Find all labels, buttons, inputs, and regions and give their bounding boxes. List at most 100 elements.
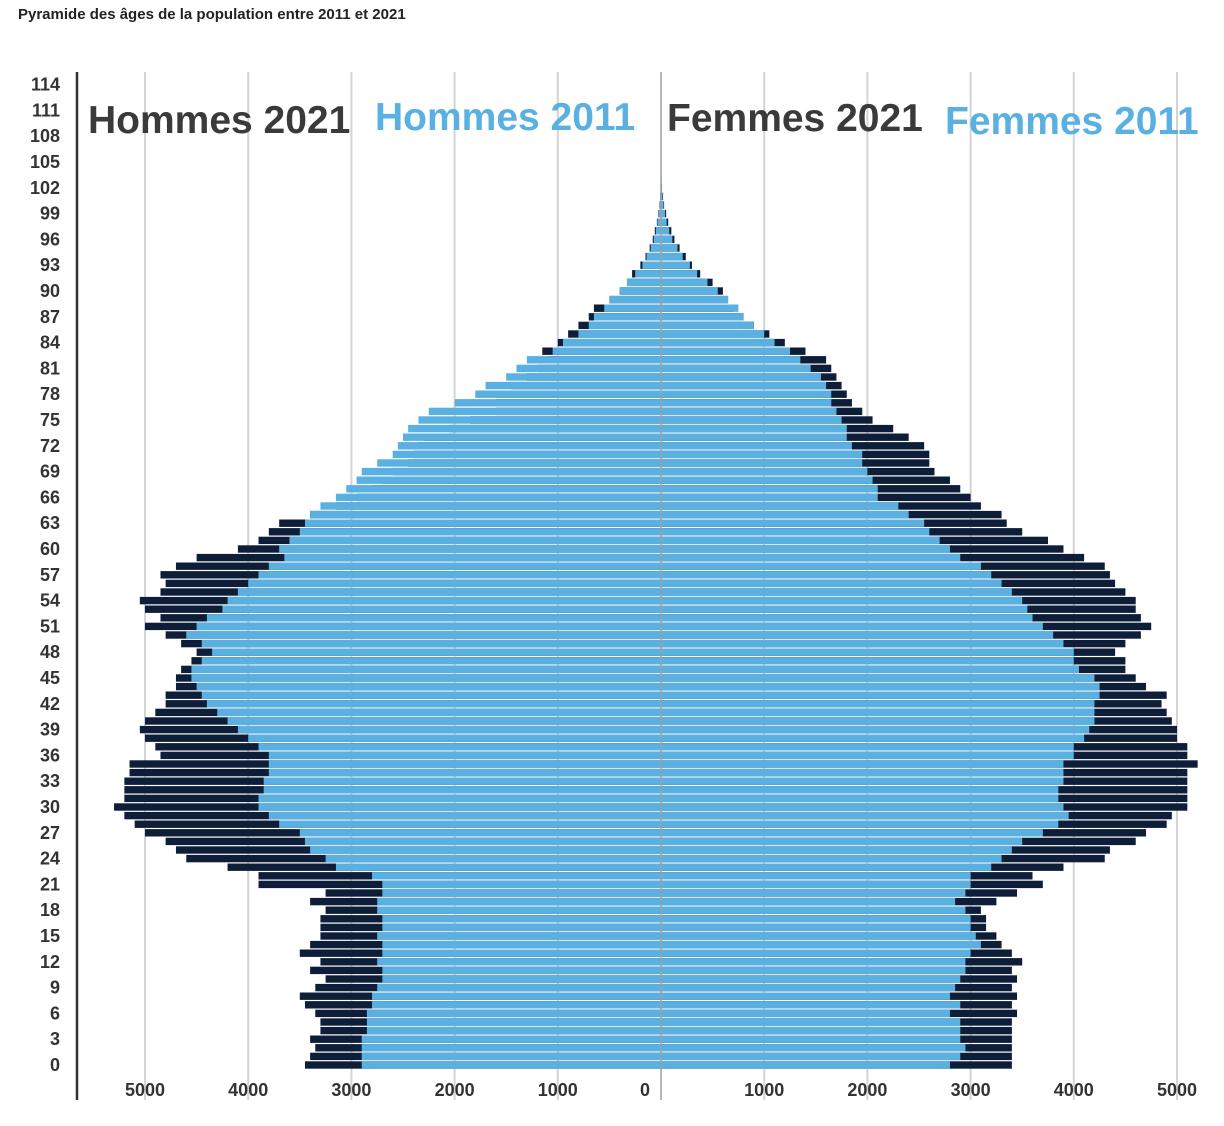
bar-hommes-2011 <box>626 278 661 287</box>
bar-hommes-2011 <box>335 493 661 502</box>
bar-femmes-2011 <box>661 596 1023 605</box>
bar-femmes-2011 <box>661 1009 950 1018</box>
bar-femmes-2011 <box>661 459 863 467</box>
bar-hommes-2011 <box>377 897 661 906</box>
bar-hommes-2011 <box>382 966 661 975</box>
bar-hommes-2011 <box>593 313 661 321</box>
bar-hommes-2011 <box>403 433 661 441</box>
bar-hommes-2011 <box>397 442 661 450</box>
bar-femmes-2011 <box>661 786 1059 794</box>
bar-hommes-2011 <box>382 940 661 949</box>
bar-hommes-2011 <box>650 244 661 252</box>
bar-femmes-2011 <box>661 1001 961 1009</box>
bar-hommes-2011 <box>526 356 661 364</box>
bar-femmes-2011 <box>661 1018 961 1026</box>
bar-hommes-2011 <box>227 717 661 725</box>
bar-femmes-2011 <box>661 949 971 957</box>
bar-hommes-2011 <box>372 992 661 1000</box>
bar-femmes-2011 <box>661 536 940 545</box>
y-tick-label: 87 <box>40 307 60 327</box>
bar-femmes-2011 <box>661 614 1033 622</box>
y-tick-label: 78 <box>40 384 60 404</box>
bar-femmes-2011 <box>661 381 827 390</box>
bar-hommes-2011 <box>655 227 661 235</box>
y-tick-label: 3 <box>50 1029 60 1049</box>
legend-femmes-2011: Femmes 2011 <box>945 100 1199 143</box>
bar-hommes-2011 <box>366 1009 661 1018</box>
bar-femmes-2011 <box>661 674 1095 682</box>
chart-title: Pyramide des âges de la population entre… <box>18 6 406 23</box>
bar-hommes-2011 <box>206 614 662 622</box>
bar-femmes-2011 <box>661 906 966 914</box>
bar-femmes-2011 <box>661 244 678 252</box>
bar-hommes-2011 <box>268 768 661 777</box>
bar-femmes-2011 <box>661 622 1043 631</box>
bar-femmes-2011 <box>661 983 956 992</box>
bar-femmes-2011 <box>661 751 1074 760</box>
bar-hommes-2011 <box>279 820 661 828</box>
bar-femmes-2011 <box>661 940 981 949</box>
bar-femmes-2011 <box>661 588 1012 596</box>
bar-femmes-2011 <box>661 1044 966 1052</box>
bar-hommes-2011 <box>485 381 661 390</box>
bar-hommes-2011 <box>196 622 661 631</box>
bar-hommes-2011 <box>201 657 661 665</box>
bar-femmes-2011 <box>661 811 1069 820</box>
bar-femmes-2011 <box>661 390 832 398</box>
y-tick-label: 63 <box>40 513 60 533</box>
bar-femmes-2011 <box>661 442 852 450</box>
bar-hommes-2011 <box>201 691 661 699</box>
bar-femmes-2011 <box>661 519 925 527</box>
bar-femmes-2011 <box>661 803 1064 811</box>
bar-femmes-2011 <box>661 218 667 226</box>
bar-hommes-2011 <box>428 407 661 416</box>
bar-femmes-2011 <box>661 553 961 562</box>
bar-femmes-2011 <box>661 493 878 502</box>
bar-hommes-2011 <box>248 579 661 588</box>
bar-femmes-2011 <box>661 1052 961 1061</box>
bar-hommes-2011 <box>268 562 661 570</box>
bar-femmes-2011 <box>661 665 1079 674</box>
bar-femmes-2011 <box>661 399 832 407</box>
bar-femmes-2011 <box>661 545 950 553</box>
bar-hommes-2011 <box>304 837 661 846</box>
x-tick-label: 3000 <box>951 1080 991 1100</box>
y-tick-label: 81 <box>40 358 60 378</box>
bar-femmes-2011 <box>661 975 961 983</box>
bar-femmes-2011 <box>661 407 837 416</box>
bar-hommes-2011 <box>206 700 662 708</box>
y-tick-label: 30 <box>40 797 60 817</box>
bar-hommes-2011 <box>299 829 661 837</box>
bar-hommes-2011 <box>382 975 661 983</box>
bar-hommes-2011 <box>604 304 661 312</box>
bar-hommes-2011 <box>289 536 661 545</box>
bar-hommes-2011 <box>268 751 661 760</box>
bar-hommes-2011 <box>516 364 661 373</box>
x-tick-label: 2000 <box>435 1080 475 1100</box>
bar-femmes-2011 <box>661 270 698 278</box>
bar-hommes-2011 <box>263 777 661 785</box>
bar-hommes-2011 <box>366 1018 661 1026</box>
bar-femmes-2011 <box>661 502 899 510</box>
bar-femmes-2011 <box>661 1026 961 1035</box>
y-tick-label: 0 <box>50 1055 60 1075</box>
bar-hommes-2011 <box>361 467 661 476</box>
bar-femmes-2011 <box>661 708 1095 717</box>
bar-hommes-2011 <box>284 553 661 562</box>
bar-hommes-2011 <box>248 734 661 742</box>
bar-femmes-2011 <box>661 915 971 923</box>
legend-femmes-2021: Femmes 2021 <box>667 97 923 140</box>
y-tick-label: 72 <box>40 436 60 456</box>
bar-hommes-2011 <box>635 270 661 278</box>
bars <box>114 158 1198 1069</box>
y-tick-label: 66 <box>40 487 60 507</box>
bar-femmes-2011 <box>661 235 673 244</box>
bar-hommes-2011 <box>268 811 661 820</box>
bar-femmes-2011 <box>661 287 718 295</box>
y-tick-label: 108 <box>30 126 60 146</box>
bar-hommes-2011 <box>186 631 661 639</box>
y-tick-label: 57 <box>40 565 60 585</box>
bar-hommes-2011 <box>653 235 661 244</box>
bar-femmes-2011 <box>661 854 1002 863</box>
bar-hommes-2011 <box>382 889 661 897</box>
